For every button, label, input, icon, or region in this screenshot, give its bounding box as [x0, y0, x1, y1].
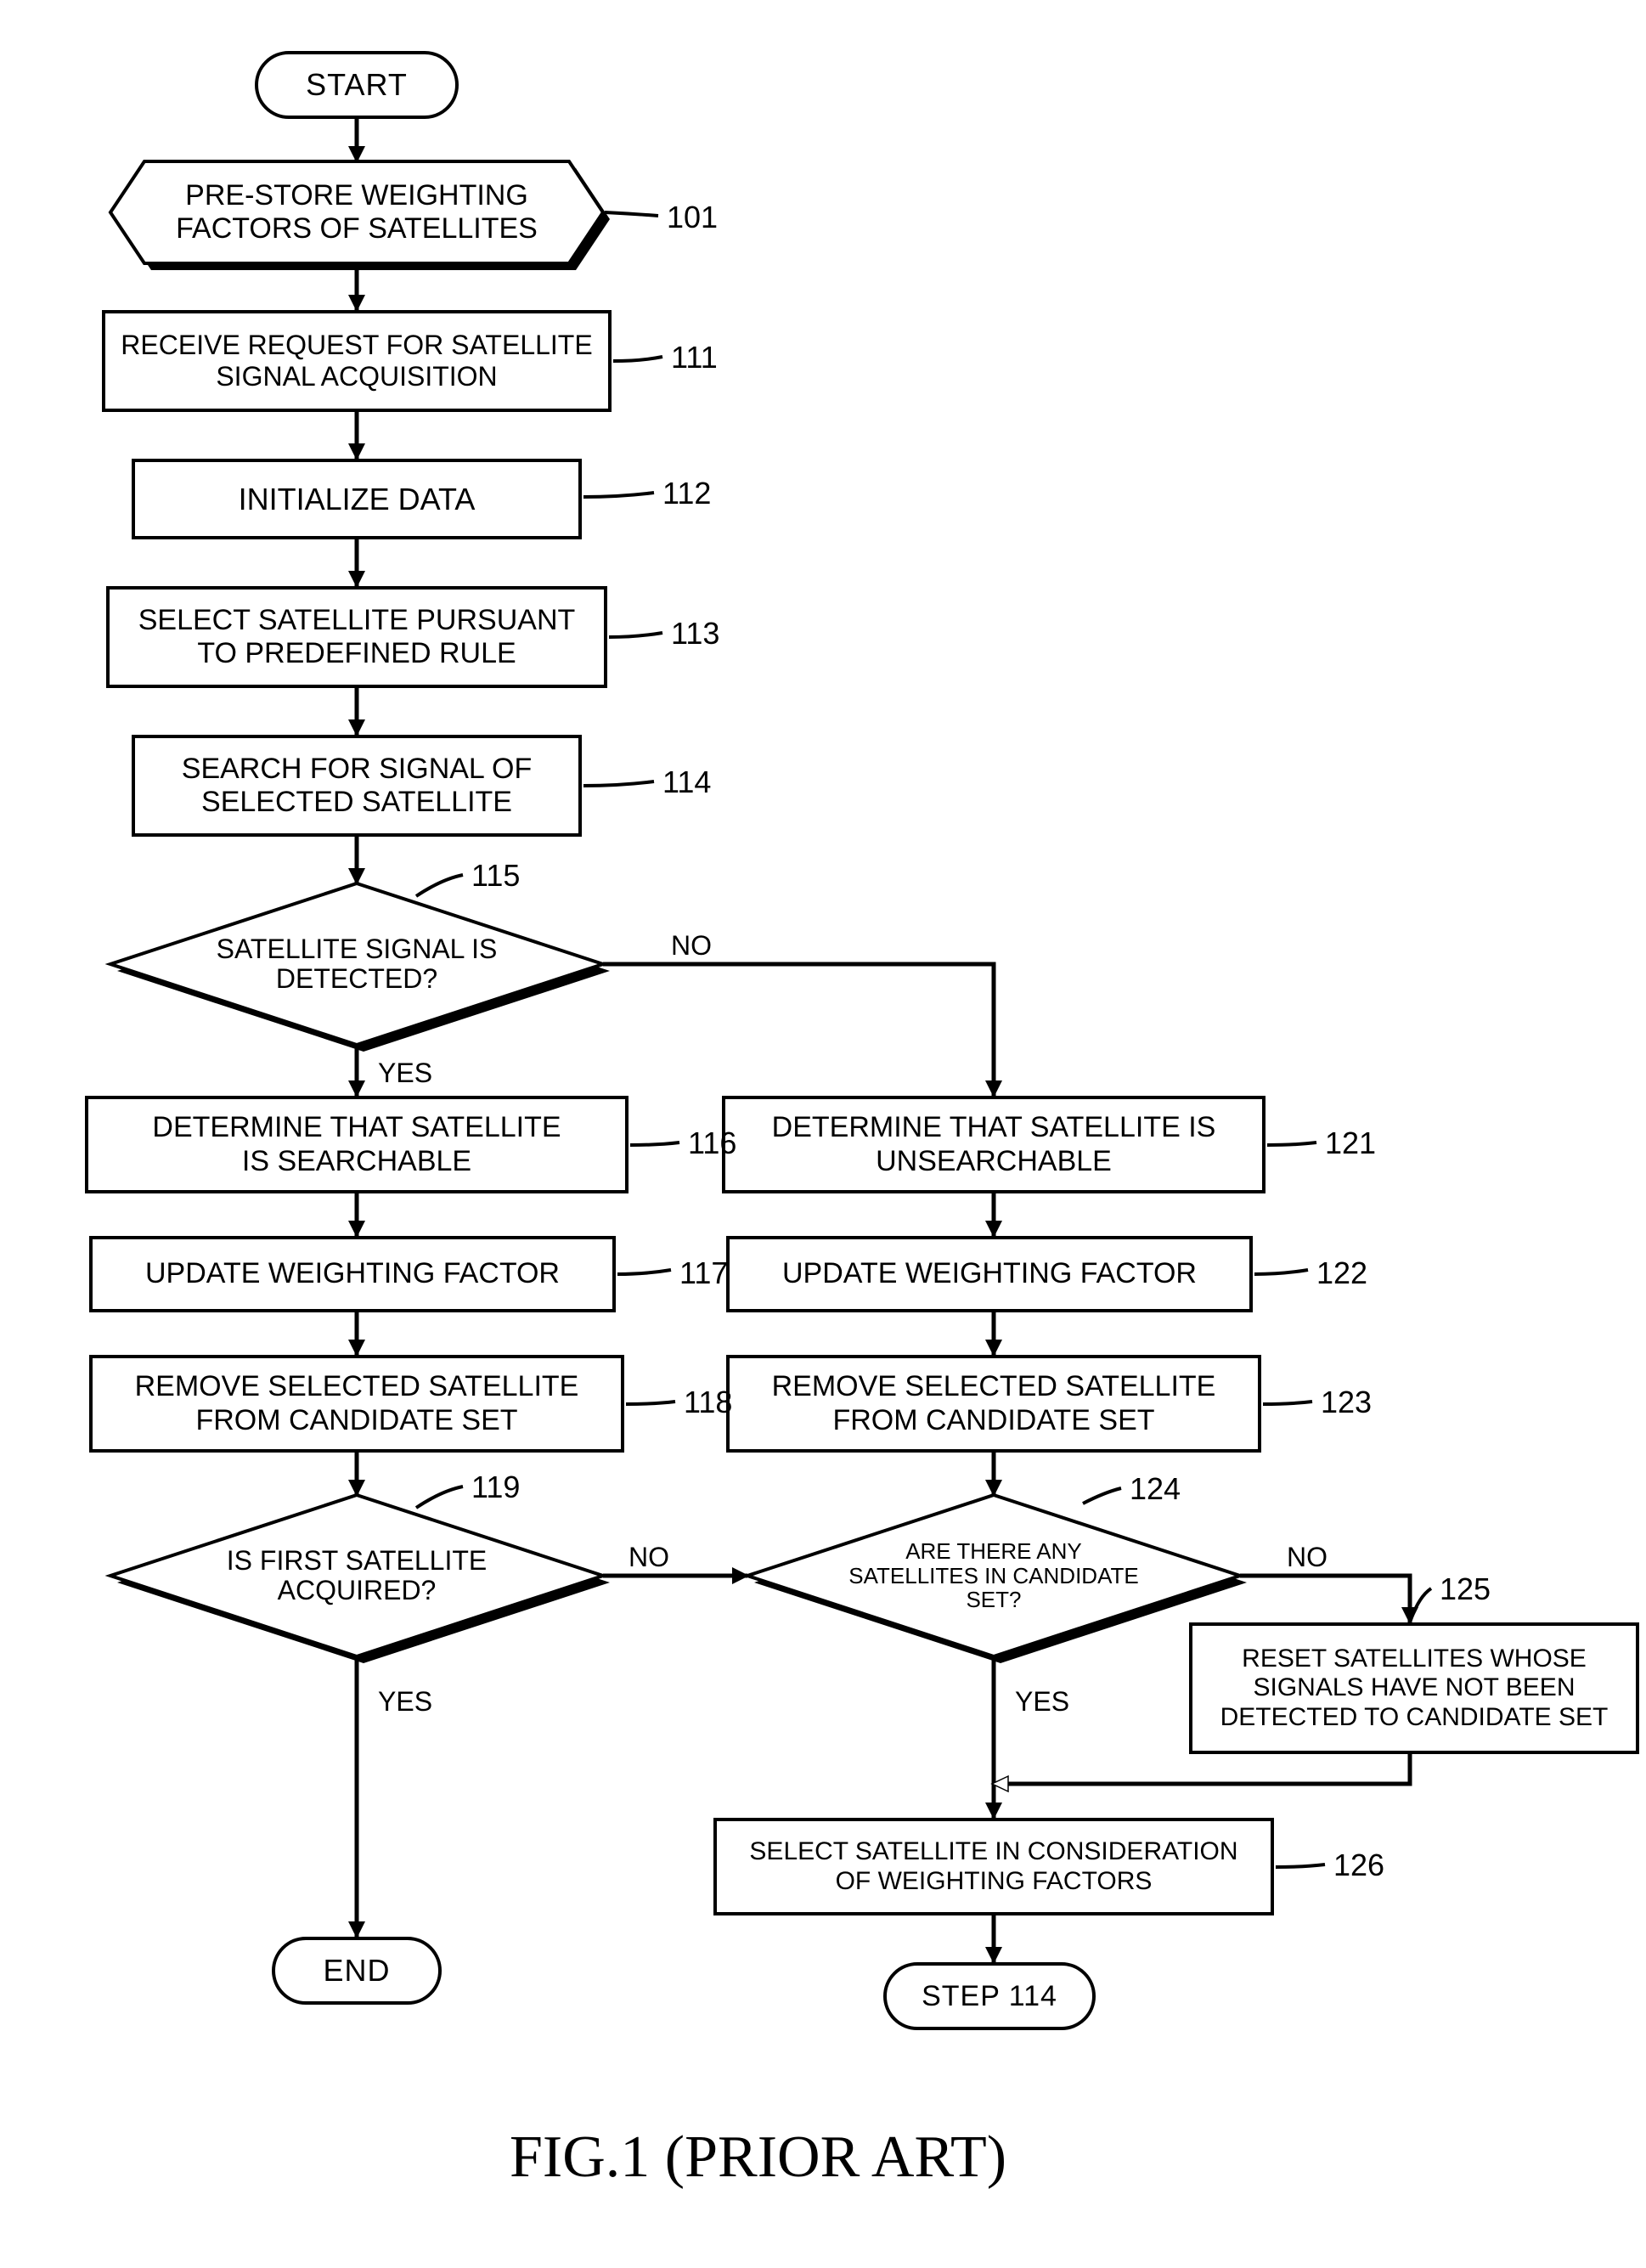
node-upd_no: UPDATE WEIGHTING FACTOR	[726, 1236, 1253, 1312]
label-detect-yes: YES	[378, 1058, 432, 1089]
label-first-yes: YES	[378, 1686, 432, 1718]
node-upd_yes: UPDATE WEIGHTING FACTOR	[89, 1236, 616, 1312]
label-any-yes: YES	[1015, 1686, 1069, 1718]
ref-init: 112	[662, 476, 711, 511]
ref-any: 124	[1130, 1471, 1181, 1507]
node-det_no: DETERMINE THAT SATELLITE ISUNSEARCHABLE	[722, 1096, 1266, 1193]
node-select2: SELECT SATELLITE IN CONSIDERATIONOF WEIG…	[713, 1818, 1274, 1915]
ref-select1: 113	[671, 616, 719, 652]
ref-receive: 111	[671, 340, 718, 375]
node-receive: RECEIVE REQUEST FOR SATELLITESIGNAL ACQU…	[102, 310, 612, 412]
label-any-no: NO	[1287, 1542, 1328, 1573]
flowchart-canvas: START PRE-STORE WEIGHTINGFACTORS OF SATEL…	[0, 0, 1646, 2268]
ref-select2: 126	[1333, 1848, 1384, 1883]
ref-first: 119	[471, 1470, 520, 1505]
node-step114: STEP 114	[883, 1962, 1096, 2030]
node-rem_no: REMOVE SELECTED SATELLITEFROM CANDIDATE …	[726, 1355, 1261, 1453]
node-any: ARE THERE ANYSATELLITES IN CANDIDATESET?	[747, 1495, 1240, 1656]
node-detect: SATELLITE SIGNAL ISDETECTED?	[110, 883, 603, 1045]
node-init: INITIALIZE DATA	[132, 459, 582, 539]
node-search: SEARCH FOR SIGNAL OFSELECTED SATELLITE	[132, 735, 582, 837]
ref-search: 114	[662, 764, 711, 800]
figure-caption: FIG.1 (PRIOR ART)	[510, 2124, 1006, 2192]
node-select1: SELECT SATELLITE PURSUANTTO PREDEFINED R…	[106, 586, 607, 688]
ref-prestore: 101	[667, 200, 718, 235]
node-prestore: PRE-STORE WEIGHTINGFACTORS OF SATELLITES	[110, 161, 603, 263]
ref-reset: 125	[1440, 1571, 1491, 1607]
ref-detect: 115	[471, 858, 520, 894]
node-end: END	[272, 1937, 442, 2005]
node-rem_yes: REMOVE SELECTED SATELLITEFROM CANDIDATE …	[89, 1355, 624, 1453]
ref-upd_no: 122	[1316, 1255, 1367, 1291]
ref-rem_no: 123	[1321, 1385, 1372, 1420]
node-start: START	[255, 51, 459, 119]
ref-rem_yes: 118	[684, 1385, 732, 1420]
label-first-no: NO	[629, 1542, 669, 1573]
node-first: IS FIRST SATELLITEACQUIRED?	[110, 1495, 603, 1656]
ref-upd_yes: 117	[679, 1255, 728, 1291]
ref-det_no: 121	[1325, 1126, 1376, 1161]
node-reset: RESET SATELLITES WHOSESIGNALS HAVE NOT B…	[1189, 1622, 1639, 1754]
label-detect-no: NO	[671, 930, 712, 962]
node-det_yes: DETERMINE THAT SATELLITEIS SEARCHABLE	[85, 1096, 629, 1193]
ref-det_yes: 116	[688, 1126, 736, 1161]
